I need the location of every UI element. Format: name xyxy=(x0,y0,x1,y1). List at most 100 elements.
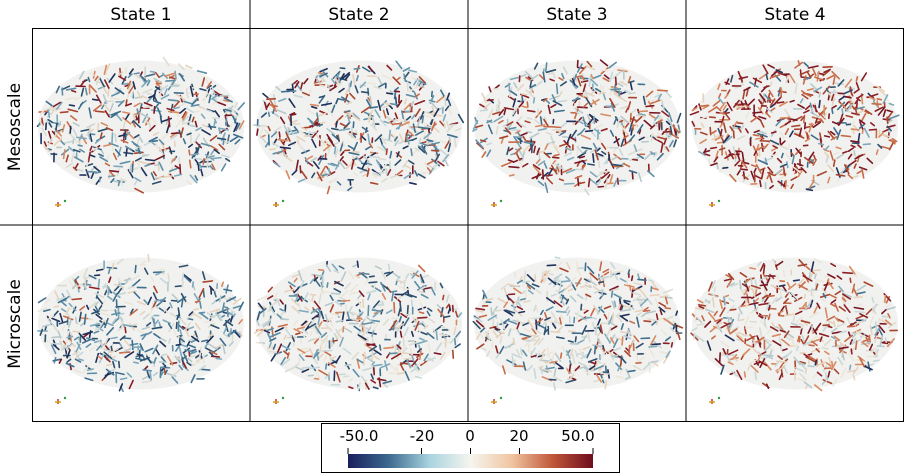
lattice-strut xyxy=(152,292,158,300)
lattice-strut xyxy=(396,372,405,375)
colorbar-tick-label: 20 xyxy=(509,427,529,445)
lattice-strut xyxy=(142,88,153,94)
lattice-strut xyxy=(196,70,208,74)
lattice-strut xyxy=(371,174,378,179)
lattice-strut xyxy=(714,357,724,367)
lattice-strut xyxy=(419,286,426,291)
lattice-strut xyxy=(472,120,479,130)
lattice-strut xyxy=(833,368,840,375)
lattice-strut xyxy=(132,81,136,90)
lattice-strut xyxy=(430,149,440,152)
lattice-strut xyxy=(846,316,851,325)
lattice-strut xyxy=(445,120,450,130)
lattice-strut xyxy=(444,337,447,349)
lattice-strut xyxy=(154,103,160,110)
lattice-strut xyxy=(777,355,783,361)
lattice-strut xyxy=(89,322,100,327)
lattice-strut xyxy=(425,111,436,117)
lattice-strut xyxy=(384,138,393,142)
lattice-strut xyxy=(847,369,857,373)
lattice-strut xyxy=(749,267,757,270)
lattice-strut xyxy=(814,359,818,366)
lattice-strut xyxy=(223,327,227,335)
lattice-strut xyxy=(395,116,406,124)
lattice-strut xyxy=(560,121,568,128)
lattice-strut xyxy=(311,138,317,148)
lattice-strut xyxy=(871,102,882,106)
lattice-strut xyxy=(599,84,602,91)
lattice-strut xyxy=(378,82,387,88)
lattice-strut xyxy=(866,157,874,164)
lattice-strut xyxy=(628,122,633,132)
lattice-strut xyxy=(304,157,309,165)
lattice-strut xyxy=(192,312,202,320)
lattice-strut xyxy=(519,333,531,338)
lattice-strut xyxy=(512,287,522,295)
lattice-strut xyxy=(357,311,363,316)
lattice-strut xyxy=(519,297,527,301)
lattice-strut xyxy=(447,106,452,115)
lattice-strut xyxy=(418,81,423,87)
lattice-strut xyxy=(402,160,409,168)
lattice-strut xyxy=(543,312,548,320)
lattice-strut xyxy=(51,317,61,323)
lattice-strut xyxy=(453,136,457,148)
lattice-strut xyxy=(366,152,377,159)
lattice-strut xyxy=(297,348,306,354)
lattice-strut xyxy=(161,132,170,140)
lattice-strut xyxy=(211,163,216,171)
lattice-strut xyxy=(798,360,807,364)
lattice-strut xyxy=(784,120,792,126)
lattice-strut xyxy=(818,332,830,338)
lattice-strut xyxy=(642,309,651,313)
lattice-strut xyxy=(599,372,605,384)
lattice-strut xyxy=(109,170,120,173)
lattice-strut xyxy=(495,125,499,135)
lattice-strut xyxy=(442,315,451,319)
lattice-strut xyxy=(769,98,776,107)
lattice-strut xyxy=(219,337,227,347)
lattice-strut xyxy=(823,151,830,159)
lattice-strut xyxy=(139,263,146,267)
lattice-strut xyxy=(213,148,220,155)
lattice-strut xyxy=(544,143,549,150)
lattice-strut xyxy=(519,123,527,128)
lattice-strut xyxy=(262,321,270,328)
lattice-strut xyxy=(621,336,624,346)
lattice-strut xyxy=(112,292,118,302)
lattice-strut xyxy=(636,316,640,328)
lattice-strut xyxy=(402,335,405,347)
lattice-strut xyxy=(783,330,790,339)
lattice-strut xyxy=(404,132,408,143)
lattice-strut xyxy=(810,107,814,113)
lattice-strut xyxy=(670,341,674,348)
lattice-strut xyxy=(371,300,381,310)
lattice-strut xyxy=(65,311,72,319)
lattice-strut xyxy=(777,180,786,187)
lattice-strut xyxy=(398,315,402,323)
lattice-strut xyxy=(335,319,344,323)
lattice-strut xyxy=(198,162,203,169)
lattice-strut xyxy=(650,343,662,346)
lattice-strut xyxy=(171,156,177,163)
lattice-strut xyxy=(371,285,382,293)
lattice-strut xyxy=(382,318,390,326)
lattice-strut xyxy=(629,320,636,325)
lattice-strut xyxy=(511,106,518,116)
lattice-strut xyxy=(95,268,104,272)
lattice-strut xyxy=(647,100,654,109)
lattice-strut xyxy=(599,261,603,272)
lattice-strut xyxy=(401,351,413,355)
lattice-strut xyxy=(128,68,134,75)
lattice-strut xyxy=(116,258,124,265)
lattice-strut xyxy=(307,131,311,137)
lattice-strut xyxy=(475,309,484,313)
lattice-strut xyxy=(635,352,639,360)
lattice-strut xyxy=(575,277,583,287)
lattice-strut xyxy=(223,97,233,103)
lattice-strut xyxy=(853,306,865,310)
lattice-strut xyxy=(848,364,852,371)
lattice-strut xyxy=(83,268,88,278)
lattice-strut xyxy=(758,276,769,282)
lattice-strut xyxy=(177,101,187,109)
